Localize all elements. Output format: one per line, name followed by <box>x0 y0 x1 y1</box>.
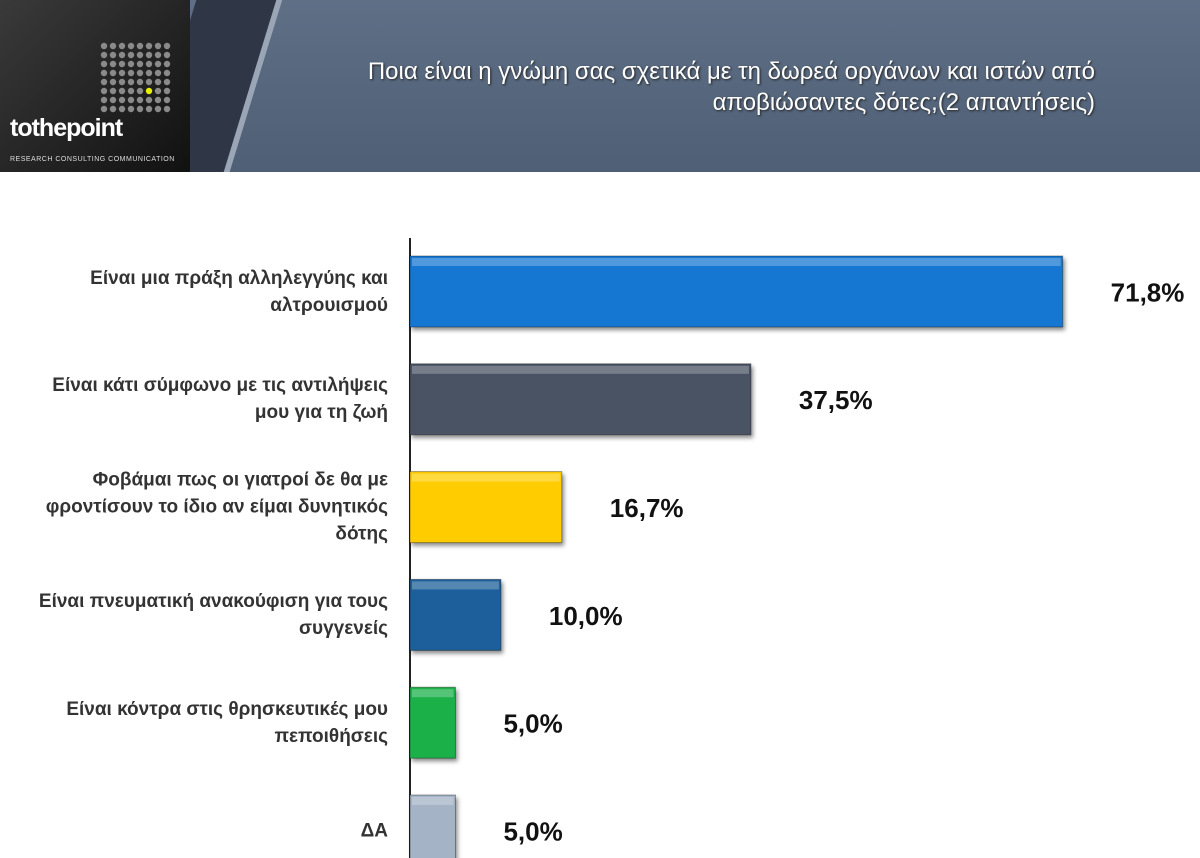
bar <box>409 794 456 858</box>
logo-dot <box>145 87 153 95</box>
logo-dot <box>154 96 162 104</box>
logo: tothepoint RESEARCH CONSULTING COMMUNICA… <box>0 0 190 172</box>
logo-dot <box>127 51 135 59</box>
logo-dot <box>145 105 153 113</box>
logo-dot <box>145 96 153 104</box>
category-label: Είναι πνευματική ανακούφιση για τους συγ… <box>38 590 388 639</box>
logo-dot <box>163 96 171 104</box>
bar-highlight <box>412 581 499 590</box>
value-label: 5,0% <box>503 816 562 846</box>
value-label: 5,0% <box>503 709 562 739</box>
logo-dot <box>100 42 108 50</box>
logo-dot <box>100 51 108 59</box>
logo-dot <box>127 69 135 77</box>
bar-highlight <box>412 258 1061 266</box>
logo-dot <box>136 87 144 95</box>
logo-dot <box>163 69 171 77</box>
logo-dot <box>100 69 108 77</box>
logo-dot <box>109 51 117 59</box>
logo-dot <box>118 78 126 86</box>
logo-dot <box>127 42 135 50</box>
logo-dot <box>145 78 153 86</box>
logo-dot <box>145 69 153 77</box>
logo-dot <box>163 42 171 50</box>
bar-highlight <box>412 365 749 374</box>
logo-dot <box>109 87 117 95</box>
logo-dots <box>100 42 171 113</box>
bar-highlight <box>412 797 454 805</box>
logo-dot <box>127 60 135 68</box>
logo-dot <box>118 42 126 50</box>
logo-dot <box>154 69 162 77</box>
category-label: Είναι κάτι σύμφωνο με τις αντιλήψεις μου… <box>52 375 388 424</box>
logo-dot <box>136 105 144 113</box>
logo-dot <box>163 87 171 95</box>
logo-dot <box>136 96 144 104</box>
logo-dot <box>136 42 144 50</box>
logo-dot <box>136 78 144 86</box>
logo-dot <box>163 60 171 68</box>
bar <box>409 686 456 759</box>
logo-dot <box>154 60 162 68</box>
value-label: 37,5% <box>799 385 873 415</box>
logo-dot <box>109 96 117 104</box>
bar <box>409 363 752 436</box>
value-label: 10,0% <box>549 601 623 631</box>
bar <box>409 471 563 544</box>
value-label: 16,7% <box>610 493 684 523</box>
logo-dot <box>118 87 126 95</box>
category-label: ΔΑ <box>360 820 388 841</box>
logo-dot <box>145 60 153 68</box>
logo-dot <box>136 51 144 59</box>
logo-dot <box>100 87 108 95</box>
logo-dot <box>109 78 117 86</box>
logo-dot <box>118 96 126 104</box>
logo-dot <box>118 60 126 68</box>
logo-dot <box>163 78 171 86</box>
logo-dot <box>109 42 117 50</box>
logo-dot <box>100 60 108 68</box>
category-label: Είναι κόντρα στις θρησκευτικές μου πεποι… <box>66 698 388 747</box>
bar-highlight <box>412 689 454 698</box>
logo-dot <box>100 96 108 104</box>
bar <box>409 255 1064 328</box>
logo-dot <box>136 69 144 77</box>
header: tothepoint RESEARCH CONSULTING COMMUNICA… <box>0 0 1200 172</box>
logo-dot <box>118 69 126 77</box>
logo-dot <box>154 78 162 86</box>
bar-highlight <box>412 473 560 482</box>
logo-dot <box>127 96 135 104</box>
value-label: 71,8% <box>1111 277 1185 307</box>
logo-dot <box>154 87 162 95</box>
logo-dot <box>154 105 162 113</box>
logo-dot <box>163 105 171 113</box>
category-label: Φοβάμαι πως οι γιατροί δε θα με φροντίσο… <box>45 469 388 545</box>
logo-dot <box>109 69 117 77</box>
logo-name: tothepoint <box>10 114 123 142</box>
logo-dot <box>163 51 171 59</box>
logo-dot <box>127 105 135 113</box>
logo-dot <box>145 51 153 59</box>
bar <box>409 578 502 651</box>
logo-dot <box>145 42 153 50</box>
logo-dot <box>154 42 162 50</box>
logo-dot <box>118 51 126 59</box>
logo-tagline: RESEARCH CONSULTING COMMUNICATION <box>10 156 175 163</box>
category-label: Είναι μια πράξη αλληλεγγύης και αλτρουισ… <box>90 267 388 316</box>
logo-dot <box>118 105 126 113</box>
logo-dot <box>127 78 135 86</box>
logo-dot <box>127 87 135 95</box>
logo-dot <box>136 60 144 68</box>
logo-dot <box>154 51 162 59</box>
chart-title: Ποια είναι η γνώμη σας σχετικά με τη δωρ… <box>367 58 1095 116</box>
logo-dot <box>109 105 117 113</box>
logo-dot <box>100 78 108 86</box>
logo-dot <box>100 105 108 113</box>
logo-dot <box>109 60 117 68</box>
